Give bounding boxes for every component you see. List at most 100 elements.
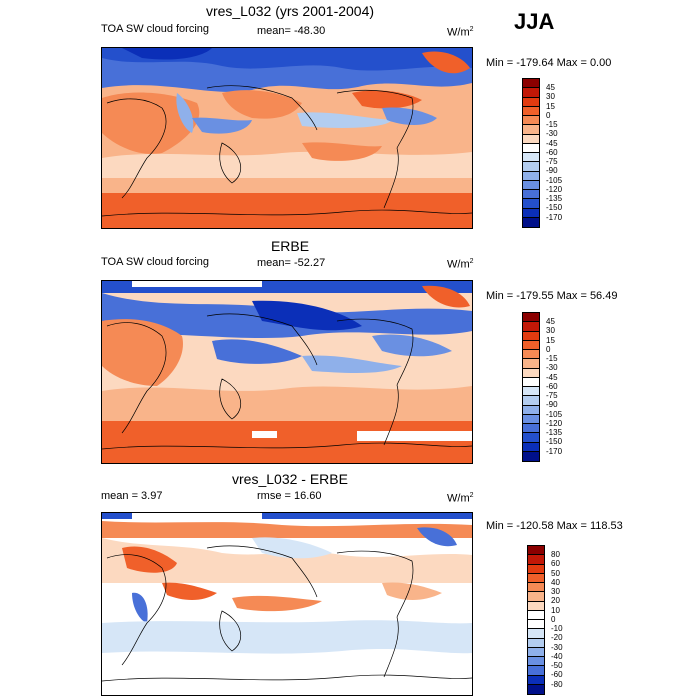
panel-3-colorbar-swatch: [528, 592, 544, 602]
colorbar-label: -150: [546, 437, 563, 447]
colorbar-label: 15: [546, 335, 555, 345]
colorbar-label: -105: [546, 409, 563, 419]
colorbar-label: -10: [551, 624, 563, 633]
panel-3-colorbar: [527, 545, 545, 695]
panel-1-colorbar-swatch: [523, 171, 539, 181]
colorbar-label: -30: [546, 129, 558, 139]
panel-1-colorbar-swatch: [523, 217, 539, 227]
panel-3-units: W/m2: [447, 492, 474, 505]
panel-1-mean-label: mean= -48.30: [257, 25, 326, 37]
panel-3-colorbar-swatch: [528, 684, 544, 694]
colorbar-label: -75: [546, 391, 558, 400]
colorbar-label: -30: [546, 363, 558, 373]
colorbar-label: -170: [546, 446, 563, 456]
panel-3-colorbar-swatch: [528, 555, 544, 565]
colorbar-label: -75: [546, 157, 558, 166]
colorbar-label: 30: [551, 587, 560, 596]
colorbar-label: -20: [551, 633, 563, 643]
panel-1-colorbar-swatch: [523, 153, 539, 163]
colorbar-label: -60: [546, 147, 558, 157]
panel-3-colorbar-swatch: [528, 601, 544, 611]
colorbar-label: 60: [551, 559, 560, 569]
colorbar-label: -30: [551, 642, 563, 652]
panel-3-colorbar-swatch: [528, 583, 544, 593]
panel-3-colorbar-swatch: [528, 647, 544, 657]
panel-3-mean-label: mean = 3.97: [101, 490, 163, 502]
panel-3-colorbar-swatch: [528, 629, 544, 639]
panel-1-title: vres_L032 (yrs 2001-2004): [205, 3, 375, 19]
panel-2-colorbar-swatch: [523, 377, 539, 387]
colorbar-label: 15: [546, 101, 555, 111]
panel-2-colorbar-swatch: [523, 368, 539, 378]
panel-2-colorbar: [522, 312, 540, 462]
panel-1-colorbar-swatch: [523, 190, 539, 200]
panel-1-colorbar-swatch: [523, 134, 539, 144]
colorbar-label: 30: [546, 92, 555, 102]
panel-1-colorbar-swatch: [523, 143, 539, 153]
colorbar-label: 0: [546, 110, 551, 120]
panel-3-colorbar-swatch: [528, 573, 544, 583]
colorbar-label: -80: [551, 679, 563, 689]
colorbar-label: 30: [546, 326, 555, 336]
panel-2-colorbar-swatch: [523, 451, 539, 461]
panel-3-colorbar-swatch: [528, 620, 544, 630]
colorbar-label: -90: [546, 400, 558, 410]
colorbar-label: 45: [546, 83, 555, 92]
panel-3-colorbar-swatch: [528, 638, 544, 648]
colorbar-label: -50: [551, 661, 563, 670]
colorbar-label: -40: [551, 651, 563, 661]
panel-1-colorbar-swatch: [523, 125, 539, 135]
colorbar-label: 0: [546, 344, 551, 354]
panel-1-colorbar: [522, 78, 540, 228]
panel-2-colorbar-swatch: [523, 313, 539, 323]
colorbar-label: -135: [546, 428, 563, 437]
panel-2-variable-label: TOA SW cloud forcing: [101, 256, 210, 268]
colorbar-label: -45: [546, 372, 558, 382]
panel-3-colorbar-swatch: [528, 610, 544, 620]
panel-1-colorbar-swatch: [523, 199, 539, 209]
panel-1-units: W/m2: [447, 26, 474, 39]
panel-3-colorbar-swatch: [528, 657, 544, 667]
panel-3-colorbar-swatch: [528, 675, 544, 685]
colorbar-label: -120: [546, 418, 563, 428]
panel-1-colorbar-swatch: [523, 180, 539, 190]
panel-2-colorbar-swatch: [523, 387, 539, 397]
panel-3-colorbar-swatch: [528, 564, 544, 574]
colorbar-label: -15: [546, 354, 558, 363]
panel-2-colorbar-swatch: [523, 424, 539, 434]
panel-2-colorbar-swatch: [523, 331, 539, 341]
panel-1-colorbar-swatch: [523, 162, 539, 172]
panel-1-colorbar-swatch: [523, 79, 539, 89]
colorbar-label: -60: [546, 381, 558, 391]
panel-3-title: vres_L032 - ERBE: [232, 471, 348, 487]
panel-3-colorbar-swatch: [528, 666, 544, 676]
colorbar-label: 10: [551, 605, 560, 615]
colorbar-label: -60: [551, 670, 563, 680]
panel-1-colorbar-swatch: [523, 97, 539, 107]
panel-2-title: ERBE: [270, 238, 310, 254]
panel-1-map: [101, 47, 473, 229]
colorbar-label: -120: [546, 184, 563, 194]
colorbar-label: -105: [546, 175, 563, 185]
colorbar-label: -170: [546, 212, 563, 222]
panel-2-mean-label: mean= -52.27: [257, 257, 326, 269]
panel-1-colorbar-swatch: [523, 116, 539, 126]
panel-2-colorbar-swatch: [523, 396, 539, 406]
colorbar-label: 45: [546, 317, 555, 326]
panel-1-minmax: Min = -179.64 Max = 0.00: [486, 57, 612, 69]
colorbar-label: -45: [546, 138, 558, 148]
colorbar-label: 0: [551, 614, 556, 624]
panel-3-map: [101, 512, 473, 696]
season-label: JJA: [514, 9, 555, 34]
panel-1-colorbar-swatch: [523, 208, 539, 218]
panel-2-colorbar-swatch: [523, 405, 539, 415]
panel-2-colorbar-swatch: [523, 322, 539, 332]
panel-3-rmse-label: rmse = 16.60: [257, 490, 322, 502]
panel-2-colorbar-swatch: [523, 442, 539, 452]
panel-2-colorbar-swatch: [523, 350, 539, 360]
panel-2-colorbar-swatch: [523, 340, 539, 350]
colorbar-label: 20: [551, 596, 560, 606]
panel-1-colorbar-swatch: [523, 88, 539, 98]
colorbar-label: -90: [546, 166, 558, 176]
panel-2-minmax: Min = -179.55 Max = 56.49: [486, 290, 618, 302]
